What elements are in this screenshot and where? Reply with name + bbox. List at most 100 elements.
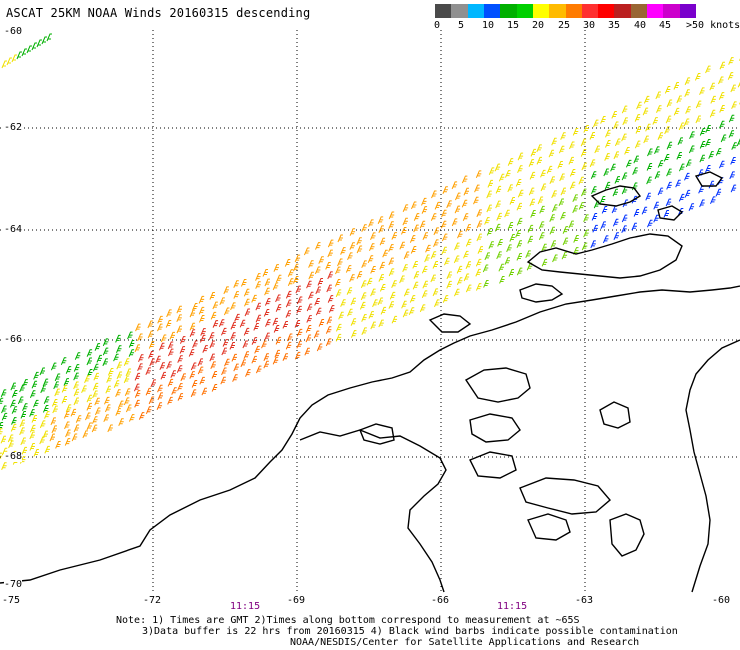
wind-barb — [718, 92, 725, 100]
wind-barb — [134, 399, 140, 408]
wind-barb — [31, 42, 37, 51]
wind-barb — [285, 341, 292, 350]
wind-barb — [287, 278, 294, 286]
wind-barb — [515, 229, 521, 238]
colorbar-segment — [516, 4, 533, 18]
wind-barb — [488, 167, 495, 176]
wind-barb — [317, 277, 323, 286]
wind-barb — [465, 261, 472, 269]
wind-barb — [124, 388, 131, 397]
wind-barb — [484, 252, 490, 261]
colorbar-segment — [630, 4, 648, 18]
wind-barb — [42, 404, 49, 413]
wind-barb — [676, 151, 682, 160]
wind-barb — [442, 186, 448, 194]
wind-barb — [209, 292, 215, 300]
wind-barb — [505, 170, 511, 178]
wind-barb — [29, 443, 35, 451]
wind-speed-colorbar — [435, 4, 696, 18]
colorbar-segment — [581, 4, 599, 18]
wind-barb — [177, 393, 184, 401]
wind-barb — [705, 125, 711, 133]
wind-barb — [632, 167, 638, 176]
wind-barb — [285, 290, 292, 299]
wind-barb — [719, 104, 725, 113]
wind-barb — [446, 200, 452, 209]
wind-barb — [208, 332, 215, 340]
wind-barb — [409, 235, 416, 243]
wind-barb — [379, 237, 386, 246]
wind-barb — [378, 274, 384, 282]
wind-barb — [604, 181, 611, 190]
wind-barb — [569, 141, 575, 150]
wind-barb — [442, 295, 449, 303]
wind-barb — [551, 190, 557, 199]
wind-barb — [335, 323, 342, 332]
wind-barb — [308, 291, 314, 300]
wind-barb — [255, 365, 262, 374]
wind-barb — [499, 275, 505, 284]
wind-barb — [388, 268, 395, 277]
wind-barb — [421, 265, 428, 274]
wind-barb — [590, 240, 596, 249]
wind-barb — [549, 214, 555, 222]
wind-barb — [646, 176, 652, 185]
colorbar-segment — [647, 4, 664, 18]
wind-barb — [188, 349, 195, 357]
wind-barb — [245, 369, 251, 377]
colorbar-label: 0 — [434, 20, 441, 31]
wind-barb — [285, 299, 292, 308]
wind-barb — [432, 261, 439, 269]
wind-barb — [675, 179, 681, 188]
colorbar-label: 30 — [583, 20, 596, 31]
wind-barb — [91, 424, 98, 433]
wind-barb — [65, 366, 72, 374]
wind-barb — [189, 309, 196, 318]
wind-barb — [591, 186, 597, 194]
wind-barb — [51, 398, 58, 407]
wind-barb — [421, 197, 427, 206]
wind-barb — [635, 126, 641, 134]
wind-barb — [294, 254, 301, 263]
wind-barb — [580, 138, 587, 147]
wind-barb — [356, 237, 362, 246]
wind-barb — [621, 172, 628, 181]
wind-barb — [102, 347, 109, 356]
wind-barb — [462, 213, 469, 222]
colorbar-label: 40 — [634, 20, 647, 31]
colorbar-label: 45 — [659, 20, 672, 31]
wind-barb — [504, 257, 510, 265]
wind-barb — [165, 320, 172, 328]
wind-barb — [699, 199, 705, 208]
wind-barb — [507, 221, 514, 230]
wind-barb — [137, 363, 143, 372]
wind-barb — [517, 189, 524, 198]
wind-barb — [65, 429, 71, 438]
wind-barb — [273, 264, 279, 272]
wind-barb — [412, 281, 419, 290]
wind-barb — [42, 378, 49, 387]
wind-barb — [583, 229, 589, 238]
wind-barb — [684, 77, 691, 86]
wind-barb — [149, 358, 155, 367]
wind-barb — [64, 421, 70, 430]
wind-barb — [356, 245, 363, 254]
wind-barb — [33, 448, 39, 457]
wind-barb — [475, 170, 482, 179]
wind-barb — [102, 358, 108, 367]
wind-barb — [440, 220, 447, 229]
wind-barb — [580, 149, 587, 157]
wind-barb — [60, 357, 67, 366]
wind-barb — [107, 367, 114, 376]
wind-barb — [487, 179, 493, 188]
wind-barb — [308, 271, 314, 280]
colorbar-segment — [435, 4, 452, 18]
wind-barb — [327, 239, 334, 248]
wind-barb — [370, 321, 376, 330]
wind-barb — [410, 201, 417, 210]
wind-barb — [73, 364, 80, 372]
wind-barb — [92, 390, 98, 399]
wind-barb — [123, 358, 130, 366]
wind-barb — [113, 353, 119, 362]
wind-barb — [254, 345, 260, 354]
